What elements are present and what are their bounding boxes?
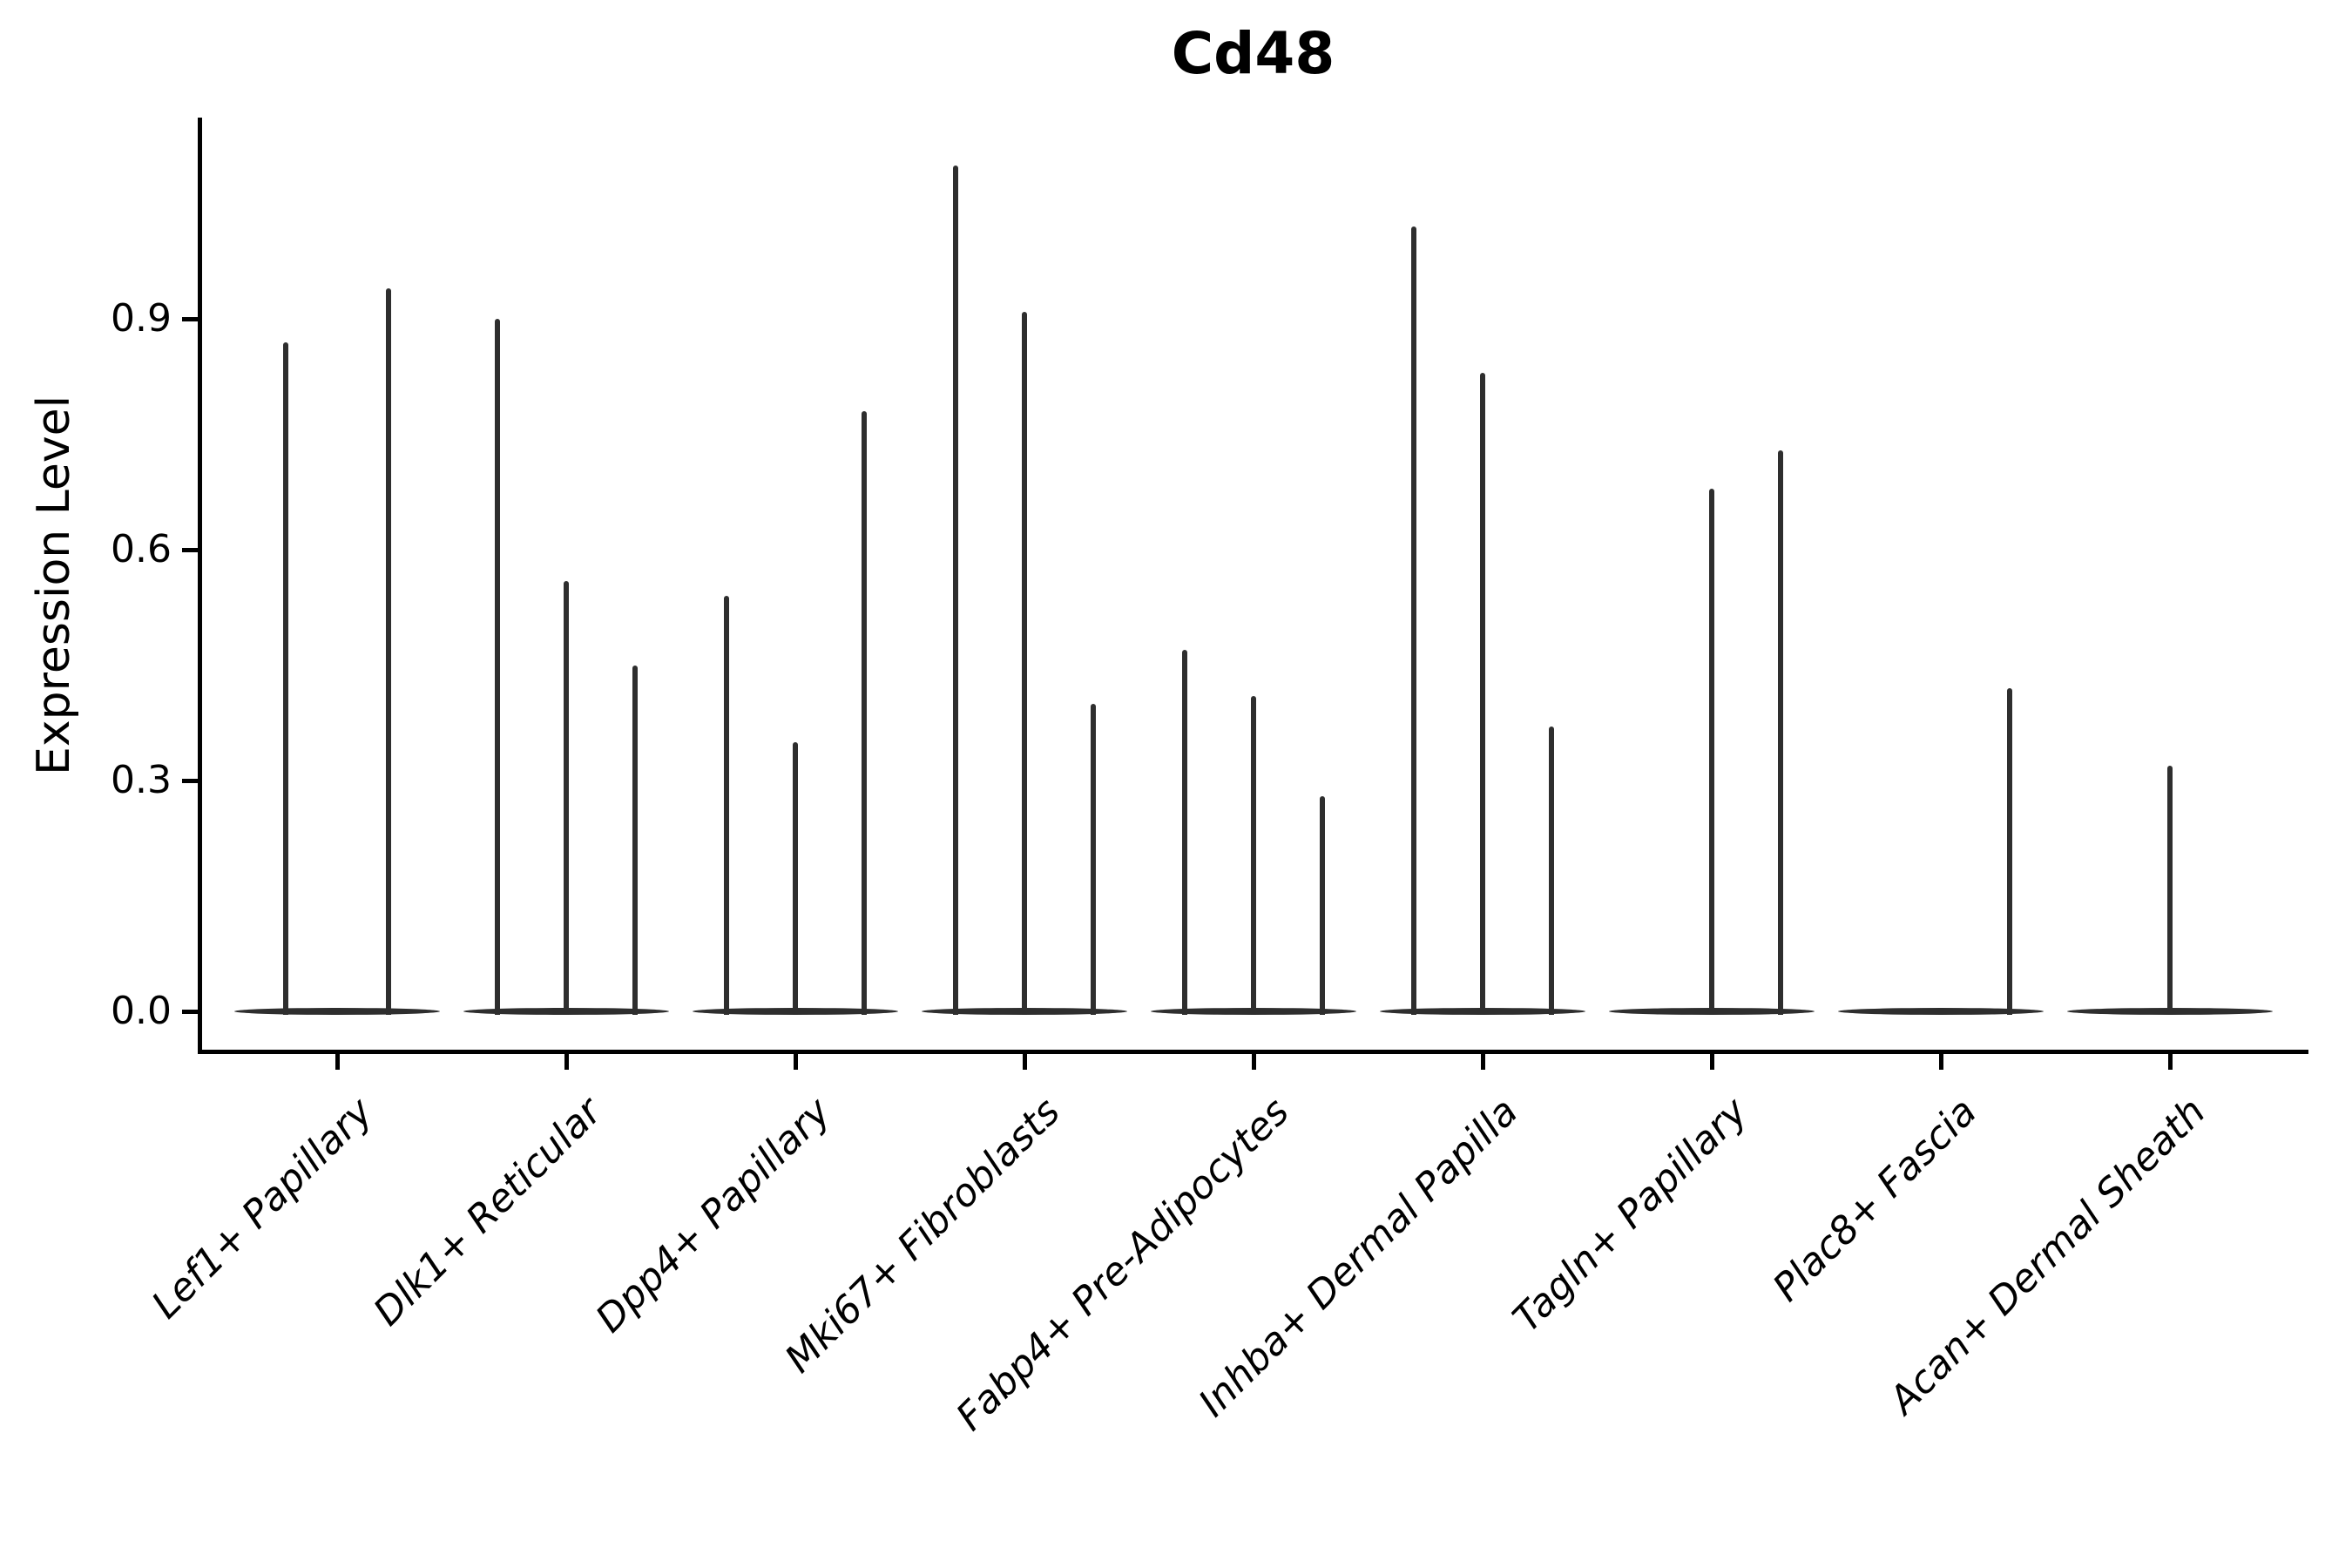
violin-spike bbox=[1022, 311, 1027, 1016]
y-tick-label: 0.0 bbox=[111, 989, 172, 1034]
violin-spike bbox=[632, 665, 638, 1016]
violin-spike bbox=[283, 341, 288, 1016]
x-tick-mark bbox=[335, 1054, 340, 1070]
y-tick-label: 0.3 bbox=[111, 758, 172, 803]
x-tick-label: Dlk1+ Reticular bbox=[365, 1089, 611, 1335]
x-tick-label: Lef1+ Papillary bbox=[143, 1089, 382, 1328]
y-tick-label: 0.6 bbox=[111, 527, 172, 572]
y-tick-mark bbox=[182, 317, 198, 322]
violin-spike bbox=[495, 319, 500, 1016]
violin-spike bbox=[386, 288, 391, 1016]
violin-spike bbox=[953, 165, 958, 1016]
violin-spike bbox=[2007, 688, 2012, 1016]
violin-spike bbox=[862, 411, 867, 1016]
violin-spike bbox=[1091, 703, 1096, 1016]
y-tick-label: 0.9 bbox=[111, 296, 172, 341]
violin-spike bbox=[724, 596, 729, 1016]
x-tick-label: Dpp4+ Papillary bbox=[587, 1089, 840, 1342]
violin-spike bbox=[1480, 373, 1485, 1016]
x-tick-label: Tagln+ Papillary bbox=[1504, 1089, 1756, 1342]
x-tick-mark bbox=[1252, 1054, 1256, 1070]
violin-base bbox=[1838, 1008, 2044, 1016]
x-tick-mark bbox=[1939, 1054, 1943, 1070]
violin-spike bbox=[564, 580, 569, 1016]
y-axis-line bbox=[198, 118, 202, 1054]
x-tick-mark bbox=[2168, 1054, 2173, 1070]
x-axis-line bbox=[198, 1050, 2308, 1054]
violin-base bbox=[234, 1008, 440, 1016]
violin-spike bbox=[2167, 765, 2173, 1016]
y-tick-mark bbox=[182, 1010, 198, 1015]
x-tick-mark bbox=[794, 1054, 798, 1070]
violin-spike bbox=[1549, 727, 1554, 1016]
x-tick-mark bbox=[564, 1054, 569, 1070]
violin-spike bbox=[1182, 650, 1187, 1016]
violin-spike bbox=[1251, 696, 1256, 1016]
violin-spike bbox=[793, 742, 798, 1016]
x-tick-mark bbox=[1481, 1054, 1485, 1070]
violin-spike bbox=[1411, 226, 1416, 1016]
violin-spike bbox=[1778, 449, 1783, 1016]
y-tick-mark bbox=[182, 548, 198, 553]
x-tick-mark bbox=[1710, 1054, 1714, 1070]
y-tick-mark bbox=[182, 779, 198, 784]
violin-spike bbox=[1709, 488, 1714, 1016]
x-tick-mark bbox=[1023, 1054, 1027, 1070]
violin-spike bbox=[1320, 795, 1325, 1016]
chart-title: Cd48 bbox=[1171, 20, 1335, 87]
x-tick-label: Plac8+ Fascia bbox=[1764, 1089, 1985, 1310]
